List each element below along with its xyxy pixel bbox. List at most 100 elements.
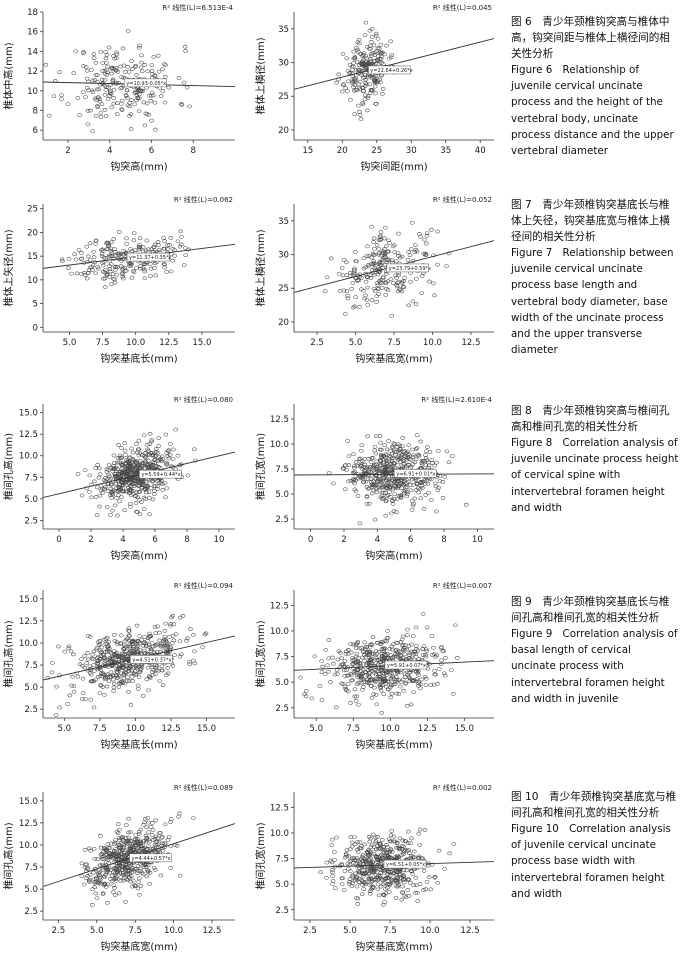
data-point [359,892,365,897]
data-point [342,463,348,468]
data-point [373,653,378,658]
y-axis-label: 椎间孔宽(mm) [254,822,267,889]
data-point [410,454,416,459]
data-point [148,634,153,638]
data-point [412,849,417,854]
data-point [346,647,351,652]
data-point [129,489,134,493]
data-point [165,243,170,247]
data-point [355,902,361,906]
data-point [176,76,182,80]
data-point [369,298,375,302]
data-point [330,874,335,879]
data-point [377,279,382,283]
data-point [416,673,421,677]
data-point [368,469,374,474]
data-point [158,94,164,99]
data-point [384,286,389,291]
data-point [409,836,414,841]
data-point [370,635,376,640]
data-point [359,855,365,860]
data-point [106,679,112,684]
x-tick-label: 4 [120,535,125,545]
data-point [385,249,390,254]
data-point [376,246,382,251]
data-point [146,490,152,495]
data-point [100,868,106,872]
data-point [106,463,112,467]
data-point [112,893,118,898]
data-point [360,687,365,692]
data-point [393,259,399,264]
data-point [153,839,159,844]
data-point [134,623,140,628]
data-point [409,498,415,503]
data-point [163,63,168,68]
data-point [132,102,137,107]
data-point [152,625,158,630]
data-point [376,292,381,296]
data-point [99,845,104,850]
data-point [371,885,376,889]
data-point [443,656,448,660]
data-point [420,653,426,657]
data-point [134,98,139,103]
data-point [102,92,108,97]
data-point [145,816,151,820]
data-point [408,841,413,846]
data-point [143,487,148,491]
data-point [396,678,402,683]
data-point [398,684,403,689]
y-tick-label: 7.5 [24,473,38,483]
data-point [423,251,428,256]
data-point [101,874,107,879]
data-point [417,882,423,887]
y-axis-label: 椎间孔宽(mm) [254,433,267,500]
data-point [177,615,183,620]
data-point [120,272,126,277]
data-point [352,694,357,699]
data-point [84,76,90,81]
data-point [113,264,119,269]
data-point [115,69,121,74]
data-point [84,486,89,491]
data-point [141,461,146,466]
data-point [177,873,183,878]
data-point [79,874,85,878]
data-point [407,253,413,258]
data-point [125,847,131,852]
data-point [149,63,155,67]
data-point [428,683,434,687]
data-point [151,93,156,98]
data-point [394,691,399,696]
data-point [68,649,74,654]
data-point [82,654,87,658]
data-point [361,479,366,484]
fit-label-box [139,469,182,479]
data-point [367,839,373,844]
data-point [50,661,55,665]
data-point [395,641,400,645]
data-point [378,640,384,645]
data-point [57,70,62,75]
data-point [100,61,105,65]
data-point [163,432,169,437]
data-point [126,816,131,821]
data-point [463,502,469,507]
data-point [115,467,120,471]
data-point [389,55,394,60]
data-point [181,263,187,267]
data-point [435,449,441,453]
data-point [363,670,368,675]
data-point [403,481,408,486]
x-tick-label: 35 [440,146,451,156]
data-point [446,460,452,465]
data-point [379,683,385,687]
data-point [97,472,103,477]
data-point [356,41,362,46]
data-point [136,109,142,114]
fit-label: y=22.64+0.26*x [370,68,412,74]
y-axis-label: 椎间孔高(mm) [2,822,15,889]
data-point [384,447,390,452]
data-point [176,814,181,819]
